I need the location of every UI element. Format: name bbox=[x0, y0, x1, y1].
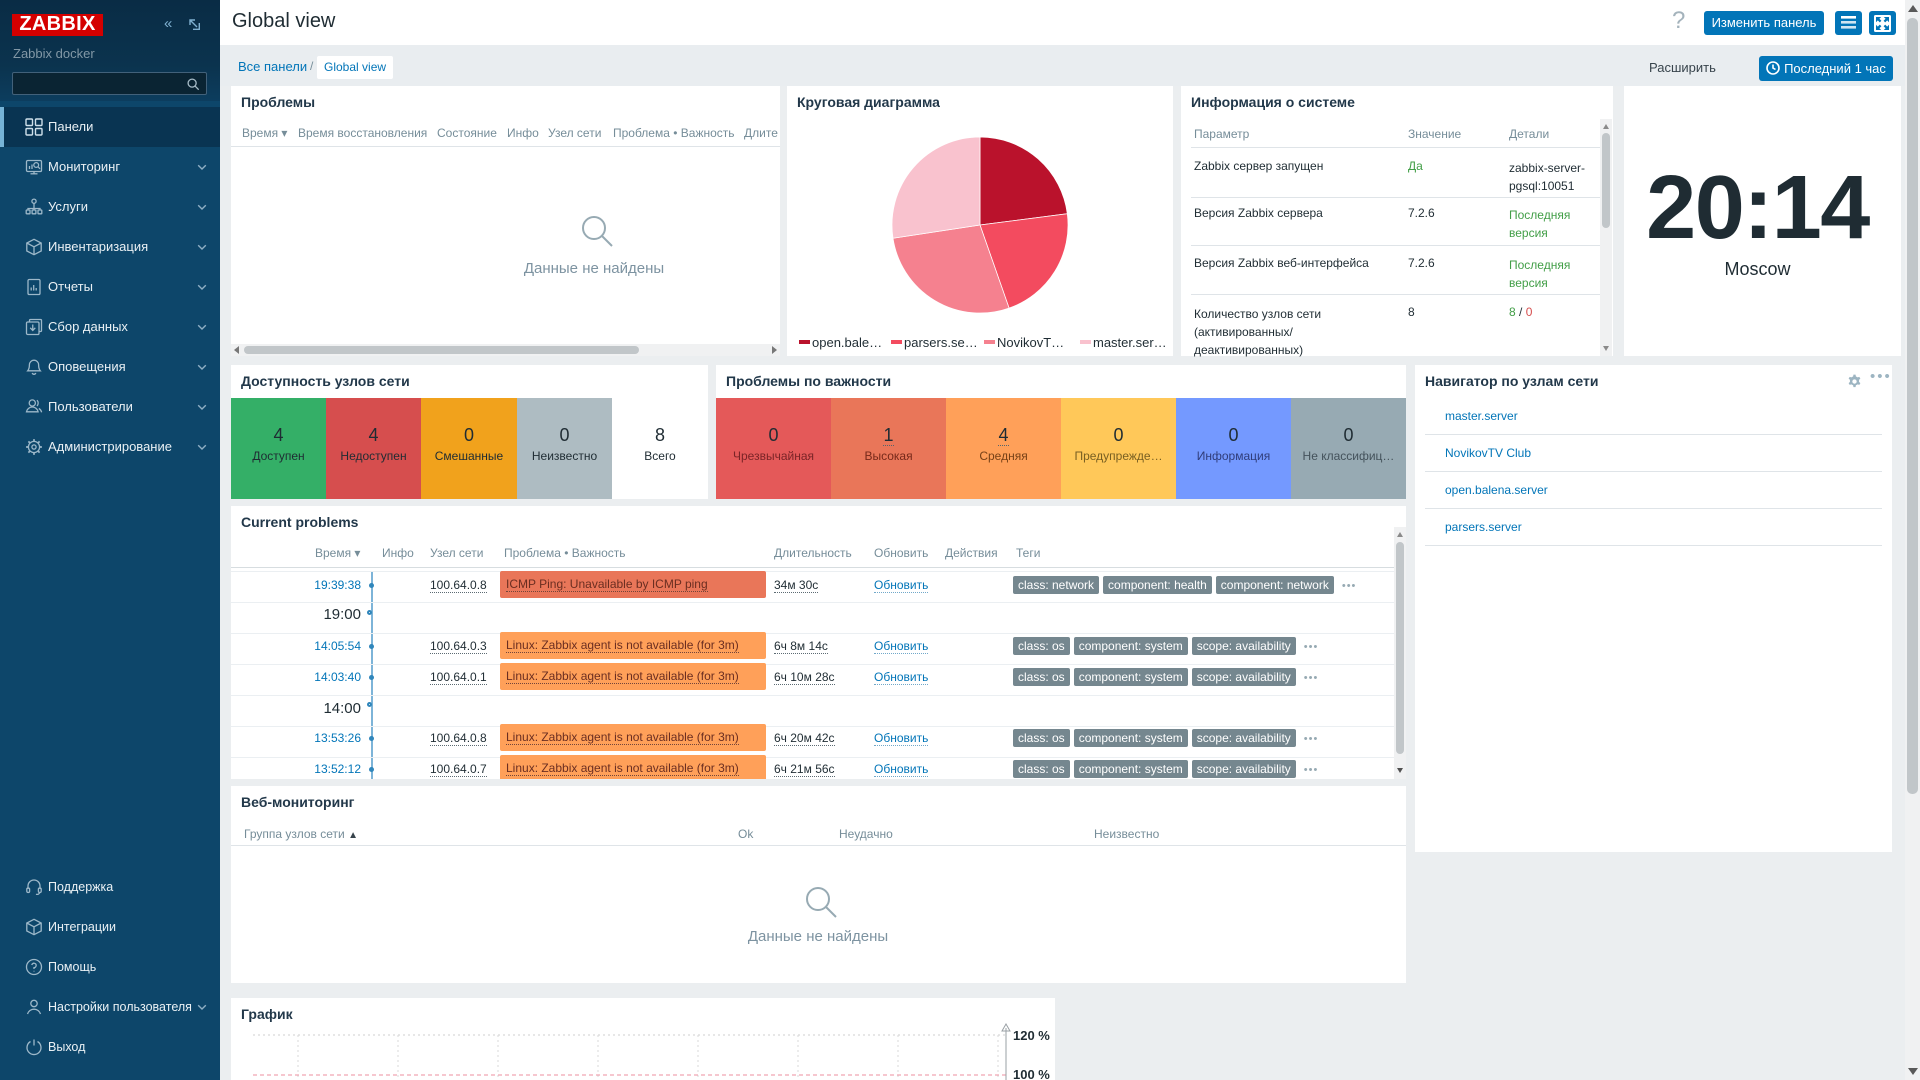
svg-text:120 %: 120 % bbox=[1013, 1028, 1050, 1043]
svg-text:100 %: 100 % bbox=[1013, 1067, 1050, 1080]
